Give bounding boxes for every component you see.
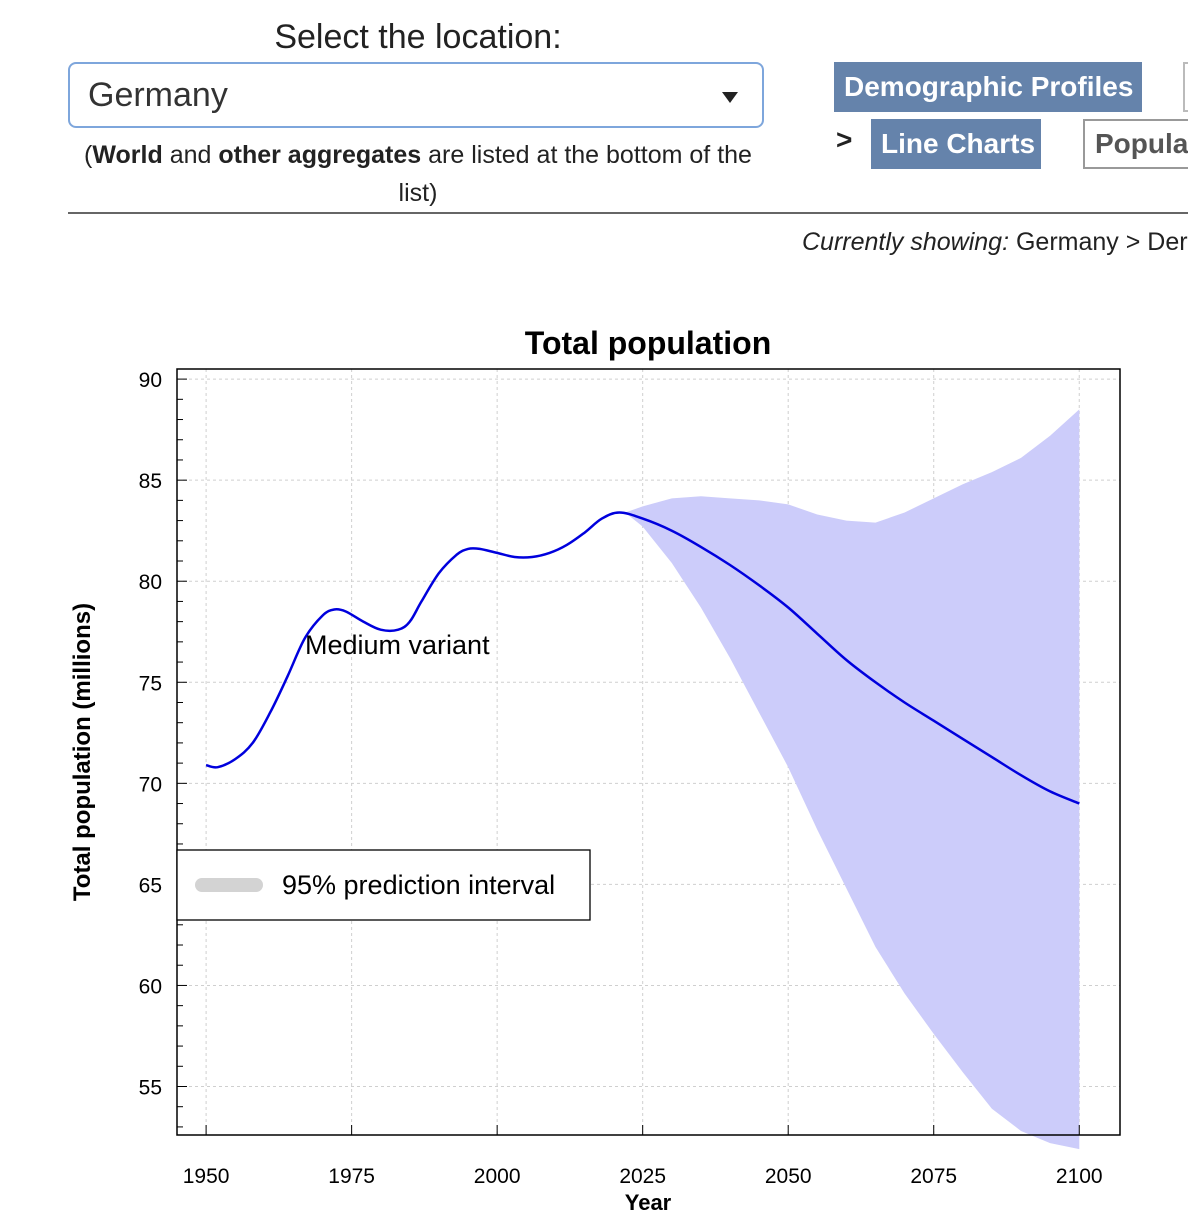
y-axis-label: Total population (millions) — [69, 603, 96, 901]
x-tick-label: 2100 — [1056, 1165, 1103, 1188]
note-and: and — [162, 141, 219, 169]
currently-showing: Currently showing: Germany > Der — [802, 228, 1188, 257]
note-rest: are listed at the bottom of the list) — [398, 141, 752, 207]
medium-variant-line — [205, 511, 1080, 805]
y-tick-label: 70 — [139, 773, 162, 796]
medium-variant-annotation: Medium variant — [305, 630, 490, 660]
chart-title: Total population — [525, 325, 771, 361]
location-selector-title: Select the location: — [274, 18, 562, 56]
line-charts-button[interactable]: Line Charts — [871, 119, 1041, 169]
y-tick-label: 90 — [139, 369, 162, 392]
plot-frame — [176, 368, 1121, 1136]
note-open-paren: ( — [84, 141, 93, 169]
location-select[interactable]: Germany — [68, 62, 764, 128]
y-tick-label: 60 — [139, 975, 162, 998]
location-select-value: Germany — [88, 76, 228, 114]
y-tick-label: 75 — [139, 672, 162, 695]
x-tick-label: 2025 — [619, 1165, 666, 1188]
y-axis: 55 60 65 70 75 80 85 90 — [139, 369, 187, 1128]
partial-nav-button[interactable] — [1183, 62, 1188, 112]
x-tick-label: 2000 — [474, 1165, 521, 1188]
location-note: (World and other aggregates are listed a… — [68, 136, 768, 212]
legend: 95% prediction interval — [176, 849, 591, 921]
currently-showing-label: Currently showing: — [802, 228, 1010, 256]
y-tick-label: 65 — [139, 874, 162, 897]
y-tick-label: 80 — [139, 571, 162, 594]
x-axis-label: Year — [625, 1190, 672, 1215]
x-tick-label: 2075 — [910, 1165, 957, 1188]
note-other-aggregates: other aggregates — [218, 141, 422, 169]
population-button[interactable]: Populat — [1083, 119, 1188, 169]
breadcrumb-separator: > — [836, 124, 853, 155]
prediction-interval-band — [625, 409, 1080, 1150]
y-tick-label: 55 — [139, 1076, 162, 1099]
x-axis: 1950 1975 2000 2025 2050 2075 2100 — [183, 1125, 1103, 1188]
x-tick-label: 1975 — [328, 1165, 375, 1188]
legend-label: 95% prediction interval — [282, 870, 555, 900]
divider — [68, 212, 1188, 214]
y-tick-label: 85 — [139, 470, 162, 493]
x-tick-label: 2050 — [765, 1165, 812, 1188]
demographic-profiles-button[interactable]: Demographic Profiles — [834, 62, 1142, 112]
caret-down-icon[interactable] — [722, 92, 738, 103]
x-tick-label: 1950 — [183, 1165, 230, 1188]
currently-showing-value: Germany > Der — [1009, 228, 1188, 256]
note-world: World — [92, 141, 163, 169]
